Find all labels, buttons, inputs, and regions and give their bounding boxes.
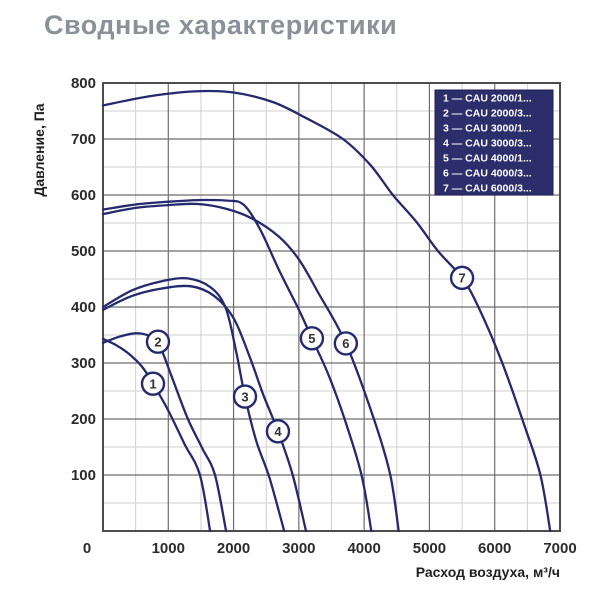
y-tick-500: 500 [71, 243, 96, 260]
curve-5 [101, 198, 373, 533]
curve-number-markers: 1 2 3 4 5 6 7 [140, 265, 475, 444]
curve-marker-3: 3 [232, 384, 258, 409]
curve-1 [101, 337, 212, 533]
marker-circle [333, 331, 359, 356]
y-tick-300: 300 [71, 355, 96, 372]
curve-2 [101, 332, 228, 533]
fan-curves [101, 89, 552, 533]
x-tick-2000: 2000 [217, 540, 250, 557]
curve-7 [101, 89, 552, 533]
x-tick-7000: 7000 [543, 540, 576, 557]
y-tick-600: 600 [71, 187, 96, 204]
x-tick-5000: 5000 [413, 540, 446, 557]
marker-number: 5 [308, 331, 315, 346]
curve-6 [101, 202, 400, 533]
legend-item-2: 2 — CAU 2000/3... [443, 108, 532, 120]
marker-circle [145, 329, 171, 354]
x-tick-6000: 6000 [478, 540, 511, 557]
y-axis-tick-labels: 100 200 300 400 500 600 700 800 [71, 75, 96, 484]
y-tick-800: 800 [71, 75, 96, 92]
marker-number: 7 [458, 271, 465, 286]
marker-number: 6 [342, 336, 349, 351]
y-tick-700: 700 [71, 131, 96, 148]
marker-number: 3 [241, 389, 248, 404]
y-tick-400: 400 [71, 299, 96, 316]
major-gridlines [103, 83, 560, 531]
marker-number: 2 [154, 334, 161, 349]
curve-3 [101, 276, 286, 533]
marker-circle [449, 265, 475, 291]
marker-circle [299, 326, 325, 351]
curve-marker-4: 4 [265, 419, 291, 444]
y-tick-100: 100 [71, 467, 96, 484]
legend-box: 1 — CAU 2000/1... 2 — CAU 2000/3... 3 — CA… [434, 89, 554, 196]
marker-circle [140, 371, 166, 396]
x-tick-1000: 1000 [152, 540, 185, 557]
x-tick-3000: 3000 [282, 540, 315, 557]
curve-marker-7: 7 [449, 265, 475, 291]
marker-circle [265, 419, 291, 444]
curve-marker-2: 2 [145, 329, 171, 354]
marker-circle [232, 384, 258, 409]
x-tick-4000: 4000 [347, 540, 380, 557]
marker-number: 4 [274, 424, 282, 439]
y-axis-title: Давление, Па [31, 103, 47, 196]
curve-marker-1: 1 [140, 371, 166, 396]
curve-marker-5: 5 [299, 326, 325, 351]
marker-number: 1 [149, 376, 156, 391]
legend-item-4: 4 — CAU 3000/3... [443, 138, 532, 150]
x-tick-0: 0 [83, 540, 91, 557]
curve-marker-6: 6 [333, 331, 359, 356]
legend-background [434, 89, 554, 196]
minor-gridlines [103, 83, 560, 531]
legend-item-6: 6 — CAU 4000/3... [443, 168, 532, 180]
x-axis-tick-labels: 0 1000 2000 3000 4000 5000 6000 7000 [83, 540, 577, 557]
legend-item-1: 1 — CAU 2000/1... [443, 93, 532, 105]
x-axis-title: Расход воздуха, м³/ч [416, 564, 560, 580]
curve-4 [101, 284, 308, 533]
legend-item-7: 7 — CAU 6000/3... [443, 183, 532, 195]
y-tick-200: 200 [71, 411, 96, 428]
page-title: Сводные характеристики [44, 10, 398, 40]
legend-item-5: 5 — CAU 4000/1... [443, 153, 532, 165]
legend-item-3: 3 — CAU 3000/1... [443, 123, 532, 135]
